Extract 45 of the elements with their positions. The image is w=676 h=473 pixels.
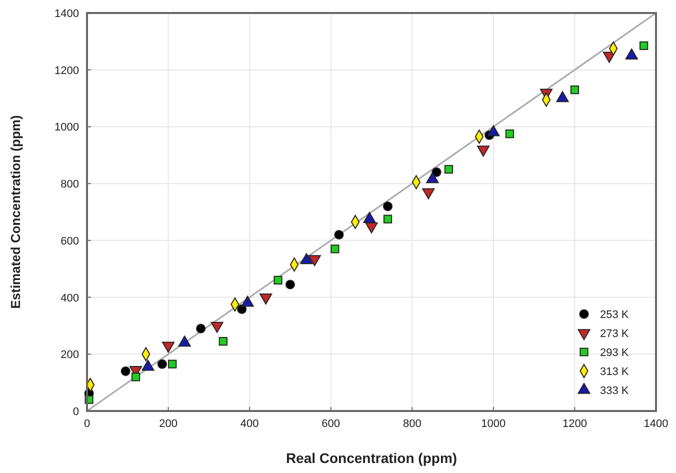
point xyxy=(131,372,140,382)
y-tick-label: 0 xyxy=(72,406,79,418)
point xyxy=(444,165,454,174)
y-tick-label: 1000 xyxy=(54,122,79,134)
y-tick-label: 800 xyxy=(60,178,79,191)
x-tick-label: 0 xyxy=(84,418,90,430)
point xyxy=(432,167,442,177)
legend-label: 253 K xyxy=(600,309,630,321)
point xyxy=(505,130,514,138)
point xyxy=(162,342,175,353)
y-tick-label: 600 xyxy=(60,235,79,248)
point xyxy=(640,41,648,50)
legend-label: 293 K xyxy=(600,347,630,359)
x-tick-label: 600 xyxy=(322,418,340,430)
y-tick-label: 400 xyxy=(60,292,79,304)
legend-label: 313 K xyxy=(600,366,630,378)
point xyxy=(168,360,177,368)
point xyxy=(210,322,224,333)
x-tick-label: 800 xyxy=(402,418,422,430)
point xyxy=(334,230,344,240)
point xyxy=(218,337,228,346)
legend-label: 273 K xyxy=(600,328,630,340)
y-tick-label: 1400 xyxy=(54,8,79,20)
point xyxy=(570,85,580,94)
point xyxy=(274,276,282,285)
point xyxy=(382,202,393,212)
x-tick-label: 1400 xyxy=(644,418,668,430)
point xyxy=(120,366,130,376)
point xyxy=(285,280,296,290)
point xyxy=(260,293,272,304)
x-tick-label: 200 xyxy=(159,418,178,430)
point xyxy=(422,188,435,200)
point xyxy=(330,244,340,254)
x-axis-title: Real Concentration (ppm) xyxy=(286,450,458,466)
y-tick-label: 1200 xyxy=(54,64,79,77)
legend-label: 333 K xyxy=(600,385,630,397)
x-tick-label: 1200 xyxy=(562,418,587,430)
x-tick-label: 400 xyxy=(240,418,259,430)
point xyxy=(157,359,167,369)
y-axis-title: Estimated Concentration (ppm) xyxy=(8,115,23,309)
point xyxy=(196,324,206,334)
x-tick-label: 1000 xyxy=(481,418,506,430)
point xyxy=(365,222,378,234)
point xyxy=(383,214,392,224)
y-tick-label: 200 xyxy=(60,349,79,362)
